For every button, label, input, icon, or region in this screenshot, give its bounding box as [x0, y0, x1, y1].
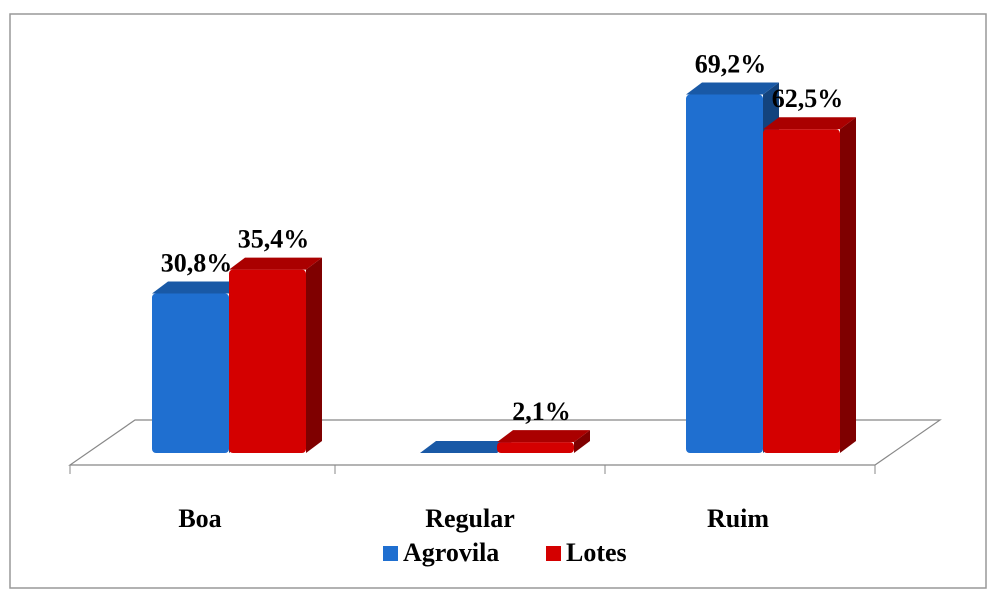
bar-top	[763, 117, 856, 130]
data-label: 62,5%	[772, 84, 844, 113]
bar-top	[420, 441, 513, 453]
x-tick-label: Ruim	[707, 504, 769, 533]
legend-label: Agrovila	[403, 538, 499, 567]
bar	[229, 269, 306, 453]
bar	[152, 293, 229, 453]
bar-top	[497, 430, 590, 443]
bar	[686, 94, 763, 453]
bar-top	[229, 257, 322, 270]
x-tick-label: Boa	[178, 504, 221, 533]
data-label: 69,2%	[695, 50, 767, 79]
bar	[763, 129, 840, 453]
bar-top	[152, 281, 245, 294]
x-tick-label: Regular	[425, 504, 515, 533]
bar	[497, 442, 574, 453]
bar-side	[306, 257, 322, 453]
bar-side	[574, 430, 590, 453]
data-label: 2,1%	[512, 397, 571, 426]
bar-side	[840, 117, 856, 453]
data-label: 35,4%	[238, 225, 310, 254]
legend-swatch	[546, 546, 561, 561]
data-label: 30,8%	[161, 248, 233, 277]
legend-swatch	[383, 546, 398, 561]
legend-label: Lotes	[566, 538, 627, 567]
bar-top	[686, 82, 779, 95]
